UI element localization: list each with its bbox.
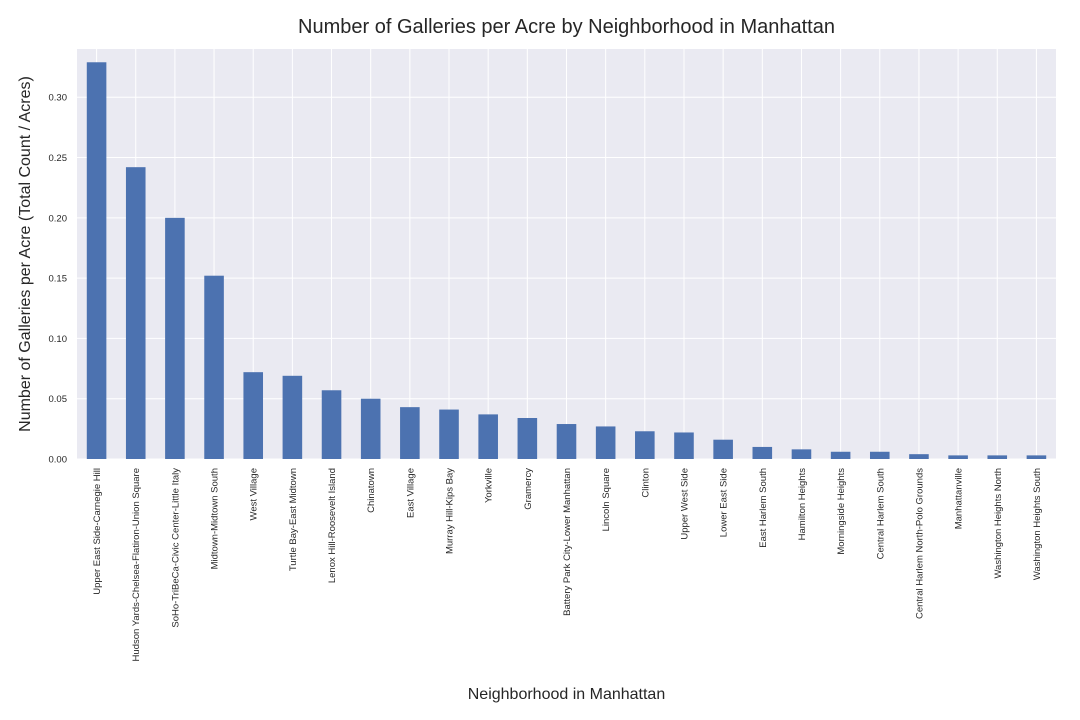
x-tick-label: Upper East Side-Carnegie Hill [92, 468, 103, 595]
y-tick-label: 0.10 [49, 334, 68, 345]
x-tick-label: Washington Heights South [1032, 468, 1043, 580]
bar [243, 372, 264, 459]
x-tick-label: Chinatown [366, 468, 377, 513]
x-tick-label: Upper West Side [679, 468, 690, 540]
y-axis-label: Number of Galleries per Acre (Total Coun… [17, 76, 34, 432]
bar [909, 454, 929, 459]
bar [517, 418, 538, 459]
x-tick-label: Hamilton Heights [797, 468, 808, 541]
x-tick-label: Hudson Yards-Chelsea-Flatiron-Union Squa… [131, 468, 142, 661]
bars [86, 62, 1047, 460]
y-tick-label: 0.25 [49, 153, 68, 164]
x-tick-label: Central Harlem North-Polo Grounds [914, 468, 925, 619]
bar [86, 62, 107, 459]
y-tick-label: 0.05 [49, 394, 68, 405]
bar [400, 407, 420, 459]
bar [713, 439, 733, 459]
x-tick-label: Washington Heights North [993, 468, 1004, 579]
bar [360, 398, 381, 459]
bar [635, 431, 655, 459]
x-tick-label: East Harlem South [758, 468, 769, 548]
y-tick-label: 0.00 [49, 455, 68, 466]
x-tick-label: Midtown-Midtown South [210, 468, 221, 569]
y-tick-label: 0.30 [49, 93, 68, 104]
x-tick-label: Lower East Side [719, 468, 730, 537]
bar [595, 426, 616, 459]
bar [204, 275, 224, 459]
bar [674, 432, 694, 459]
x-tick-label: Turtle Bay-East Midtown [288, 468, 299, 571]
x-tick-label: West Village [249, 468, 260, 520]
chart-title: Number of Galleries per Acre by Neighbor… [298, 16, 835, 38]
bar [439, 409, 459, 459]
x-tick-label: Murray Hill-Kips Bay [445, 468, 456, 554]
bar [987, 455, 1008, 459]
x-axis-label: Neighborhood in Manhattan [468, 686, 665, 703]
x-tick-label: Central Harlem South [875, 468, 886, 559]
x-tick-label: Battery Park City-Lower Manhattan [562, 468, 573, 616]
y-tick-label: 0.20 [49, 213, 68, 224]
x-tick-label: Gramercy [523, 468, 534, 510]
x-tick-label: Lincoln Square [601, 468, 612, 531]
bar [1026, 455, 1047, 459]
bar [791, 449, 812, 459]
x-tick-label: Manhattanville [954, 468, 965, 529]
bar [165, 217, 185, 459]
bar [478, 414, 498, 459]
bar [830, 451, 851, 459]
x-tick-label: SoHo-TriBeCa-Civic Center-Little Italy [170, 468, 181, 628]
x-tick-label: Yorkville [484, 468, 495, 503]
bar [556, 424, 577, 459]
bar [869, 451, 890, 459]
x-tick-label: East Village [405, 468, 416, 518]
bar [282, 375, 303, 459]
y-tick-labels: 0.00 0.05 0.10 0.15 0.20 0.25 0.30 [49, 93, 68, 466]
x-tick-label: Morningside Heights [836, 468, 847, 555]
bar [948, 455, 968, 459]
x-tick-label: Clinton [640, 468, 651, 498]
x-tick-labels: Upper East Side-Carnegie Hill Hudson Yard… [92, 468, 1043, 662]
bar [752, 446, 773, 459]
x-tick-label: Lenox Hill-Roosevelt Island [327, 468, 338, 583]
bar [125, 167, 146, 460]
bar [321, 390, 342, 459]
y-tick-label: 0.15 [49, 274, 68, 285]
